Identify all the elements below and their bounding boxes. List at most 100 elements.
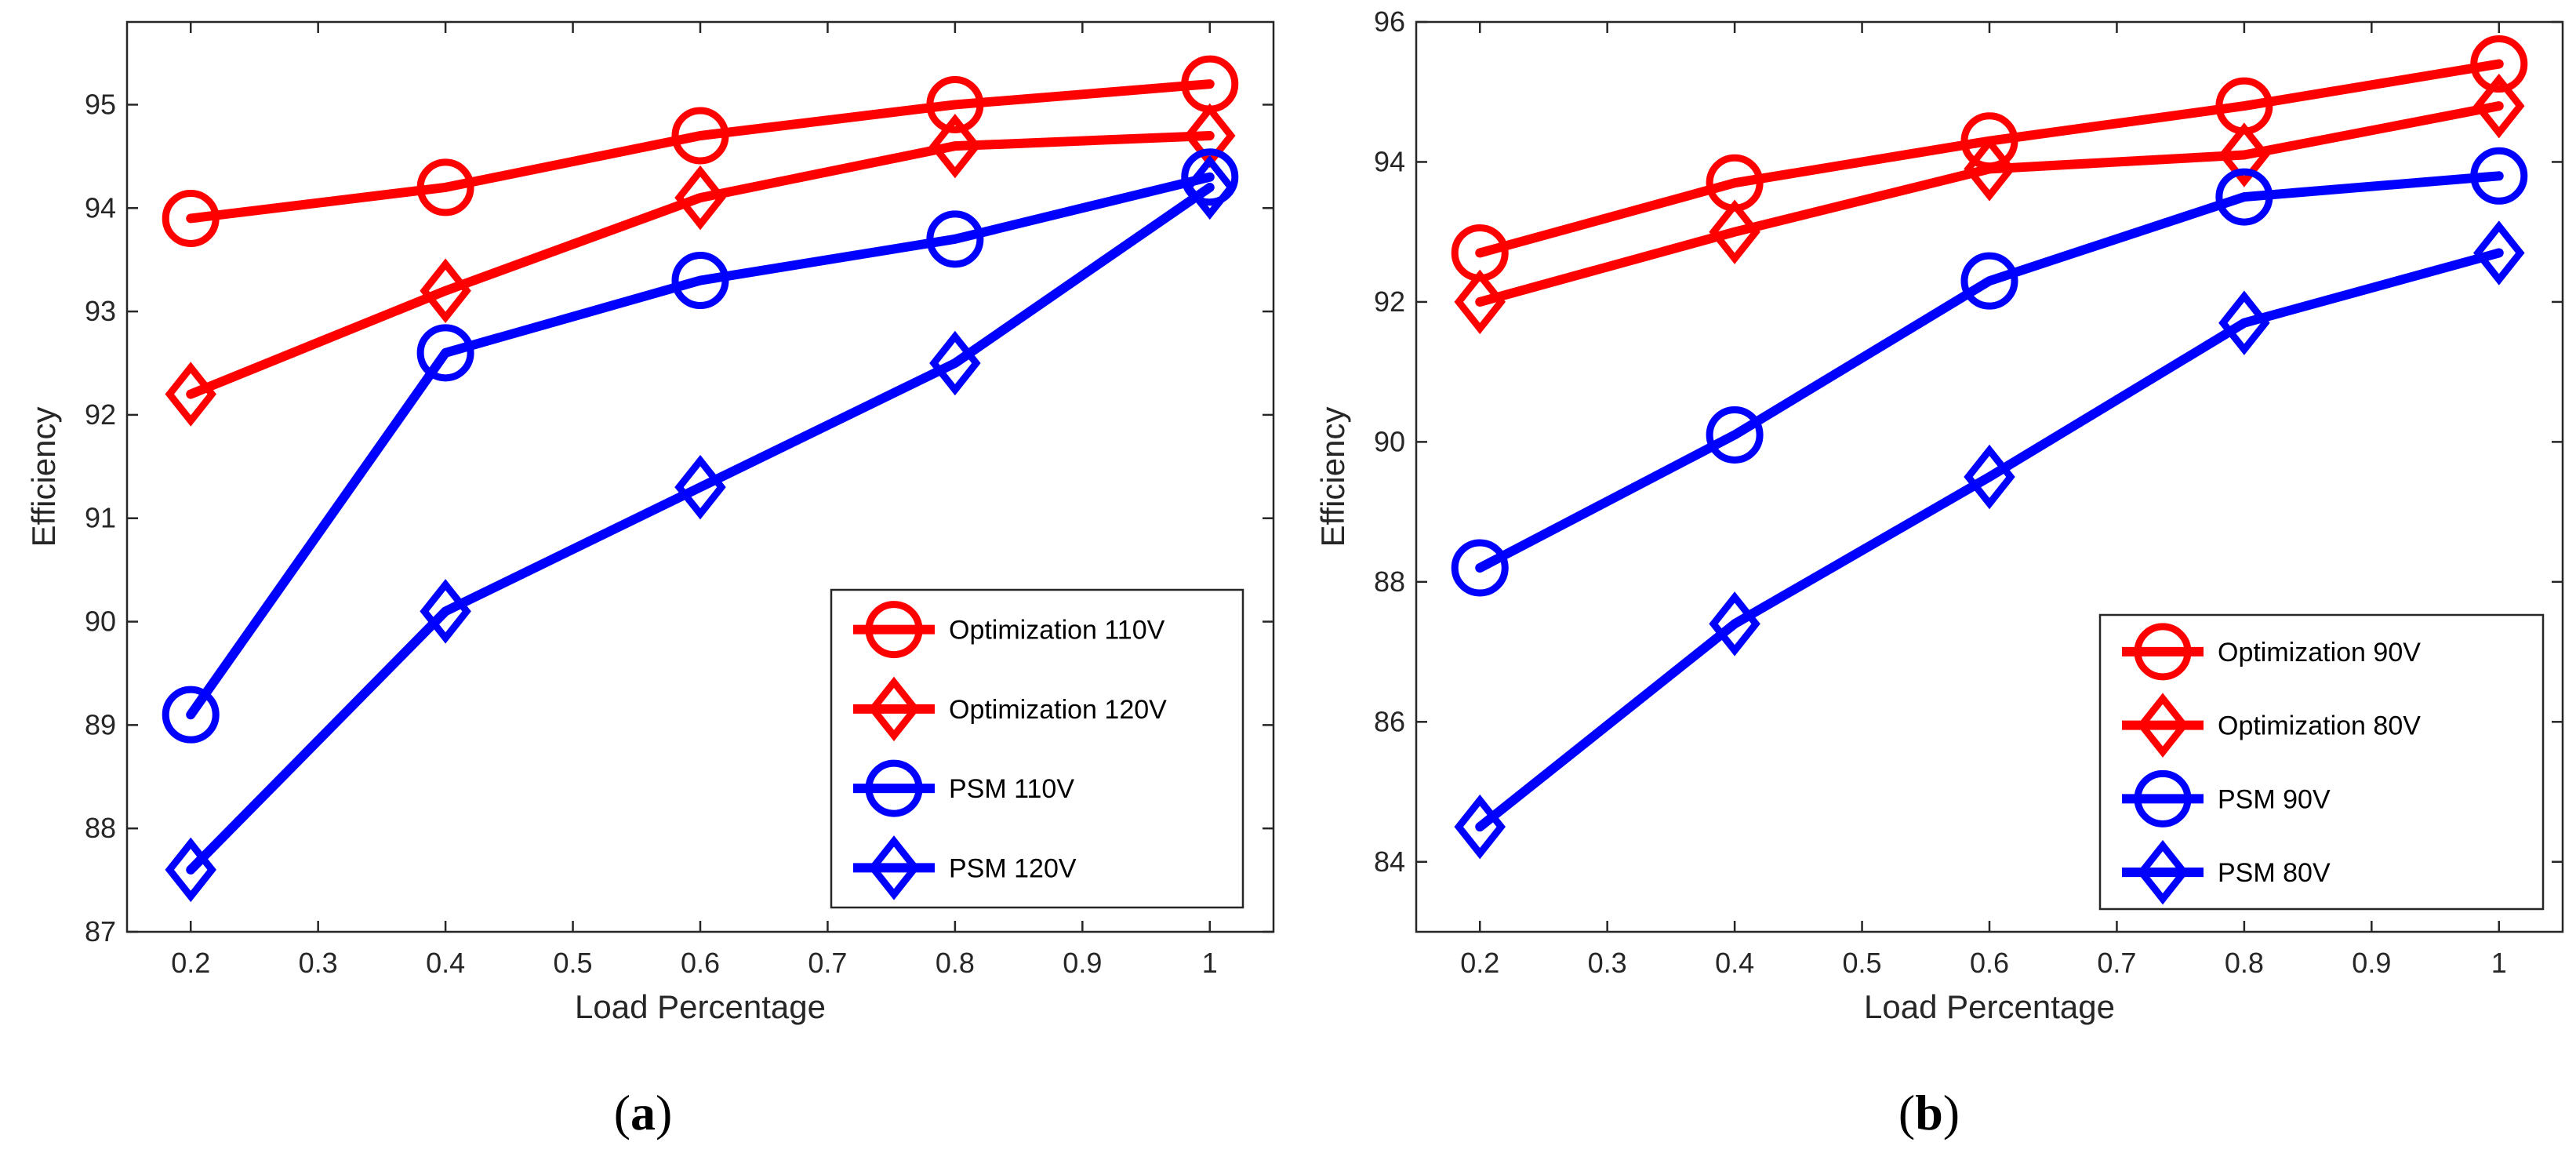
y-tick-label: 90 bbox=[85, 606, 116, 638]
series-line bbox=[1475, 101, 2504, 307]
data-point-circle bbox=[2470, 35, 2528, 93]
x-tick-label: 0.8 bbox=[936, 947, 975, 979]
x-tick-label: 0.6 bbox=[1970, 947, 2009, 979]
y-tick-label: 93 bbox=[85, 295, 116, 327]
y-tick-label: 91 bbox=[85, 502, 116, 534]
data-point-diamond bbox=[420, 579, 471, 644]
x-tick-label: 0.9 bbox=[2352, 947, 2391, 979]
panel-label: (a) bbox=[614, 1085, 673, 1140]
series-line bbox=[186, 79, 1215, 224]
series-optimization-110v bbox=[162, 55, 1239, 247]
series-line bbox=[186, 172, 1215, 720]
data-point-diamond bbox=[2473, 73, 2525, 139]
panel-label: (b) bbox=[1898, 1085, 1960, 1140]
x-tick-label: 0.5 bbox=[554, 947, 593, 979]
data-point-circle bbox=[162, 686, 220, 744]
x-tick-label: 0.2 bbox=[1460, 947, 1499, 979]
x-tick-label: 1 bbox=[2491, 947, 2507, 979]
data-point-diamond bbox=[165, 362, 216, 427]
x-tick-label: 0.7 bbox=[808, 947, 847, 979]
x-tick-label: 0.4 bbox=[1715, 947, 1754, 979]
data-point-diamond bbox=[1709, 591, 1760, 657]
data-point-diamond bbox=[1454, 794, 1506, 860]
series-line bbox=[1475, 171, 2504, 573]
legend-marker bbox=[865, 601, 923, 659]
data-point-diamond bbox=[929, 330, 981, 396]
legend-label: Optimization 120V bbox=[949, 695, 1167, 725]
y-tick-label: 94 bbox=[1374, 145, 1405, 177]
series-line bbox=[186, 131, 1215, 399]
series-line bbox=[1475, 248, 2504, 832]
series-psm-90v bbox=[1451, 147, 2528, 597]
data-point-circle bbox=[162, 189, 220, 247]
data-point-circle bbox=[1181, 148, 1239, 206]
legend-marker bbox=[868, 676, 920, 742]
data-point-circle bbox=[1451, 539, 1509, 597]
series-psm-110v bbox=[162, 148, 1239, 744]
data-point-diamond bbox=[1454, 269, 1506, 335]
legend-label: PSM 110V bbox=[949, 774, 1074, 804]
x-axis-label: Load Percentage bbox=[1864, 988, 2115, 1025]
data-point-diamond bbox=[929, 113, 981, 179]
x-tick-label: 0.3 bbox=[299, 947, 338, 979]
x-tick-label: 0.3 bbox=[1588, 947, 1627, 979]
data-point-circle bbox=[671, 252, 729, 310]
legend-marker bbox=[2137, 839, 2189, 905]
legend-marker bbox=[868, 835, 920, 900]
x-tick-label: 0.6 bbox=[681, 947, 720, 979]
legend-marker bbox=[2134, 769, 2192, 827]
data-point-diamond bbox=[420, 258, 471, 323]
data-point-circle bbox=[1960, 252, 2018, 310]
data-point-diamond bbox=[165, 837, 216, 903]
y-tick-label: 86 bbox=[1374, 705, 1405, 737]
chart-panel-a: 0.2 0.3 0.4 0.5 0.6 0.7 0.8 0.9 1 87 88 89 90 91 92 93 9… bbox=[25, 20, 1275, 1140]
data-point-diamond bbox=[674, 454, 726, 520]
y-tick-label: 94 bbox=[85, 191, 116, 224]
legend: Optimization 90V Optimization 80V PSM 90V P… bbox=[2098, 613, 2545, 911]
data-point-diamond bbox=[1709, 199, 1760, 264]
y-tick-label: 92 bbox=[85, 398, 116, 431]
legend-label: Optimization 80V bbox=[2218, 711, 2421, 741]
data-point-circle bbox=[926, 210, 984, 268]
data-point-circle bbox=[2215, 168, 2273, 226]
chart-panel-b: 0.2 0.3 0.4 0.5 0.6 0.7 0.8 0.9 1 84 86 88 90 92 94 96 L… bbox=[1314, 5, 2564, 1140]
y-axis-label: Efficiency bbox=[1314, 407, 1351, 547]
data-point-circle bbox=[2470, 147, 2528, 205]
y-tick-label: 84 bbox=[1374, 846, 1405, 878]
data-point-circle bbox=[416, 158, 474, 216]
x-tick-label: 0.5 bbox=[1843, 947, 1882, 979]
data-point-circle bbox=[926, 75, 984, 133]
legend-label: Optimization 90V bbox=[2218, 638, 2421, 667]
x-tick-label: 0.8 bbox=[2225, 947, 2264, 979]
x-tick-label: 0.7 bbox=[2097, 947, 2136, 979]
legend-label: PSM 120V bbox=[949, 853, 1077, 883]
series-optimization-80v bbox=[1454, 73, 2525, 335]
y-tick-label: 95 bbox=[85, 88, 116, 120]
data-point-circle bbox=[671, 107, 729, 165]
legend-marker bbox=[2134, 623, 2192, 681]
legend-label: PSM 90V bbox=[2218, 784, 2331, 814]
legend: Optimization 110V Optimization 120V PSM 11… bbox=[830, 588, 1244, 909]
data-point-diamond bbox=[2473, 220, 2525, 286]
x-tick-label: 1 bbox=[1202, 947, 1218, 979]
y-tick-label: 92 bbox=[1374, 286, 1405, 318]
data-point-diamond bbox=[1964, 136, 2015, 202]
x-tick-label: 0.9 bbox=[1063, 947, 1102, 979]
legend-marker bbox=[865, 759, 923, 817]
x-tick-label: 0.4 bbox=[426, 947, 465, 979]
y-tick-label: 88 bbox=[1374, 566, 1405, 598]
y-tick-label: 90 bbox=[1374, 425, 1405, 457]
data-point-diamond bbox=[674, 165, 726, 231]
data-point-circle bbox=[416, 324, 474, 382]
series-psm-120v bbox=[165, 155, 1236, 903]
data-point-diamond bbox=[1964, 444, 2015, 510]
data-point-diamond bbox=[2218, 290, 2270, 355]
legend-label: Optimization 110V bbox=[949, 616, 1165, 646]
y-tick-label: 89 bbox=[85, 708, 116, 740]
y-tick-label: 88 bbox=[85, 812, 116, 844]
data-point-circle bbox=[1706, 406, 1764, 464]
series-psm-80v bbox=[1454, 220, 2525, 860]
data-point-diamond bbox=[2218, 122, 2270, 187]
y-tick-label: 96 bbox=[1374, 5, 1405, 38]
legend-label: PSM 80V bbox=[2218, 858, 2331, 888]
